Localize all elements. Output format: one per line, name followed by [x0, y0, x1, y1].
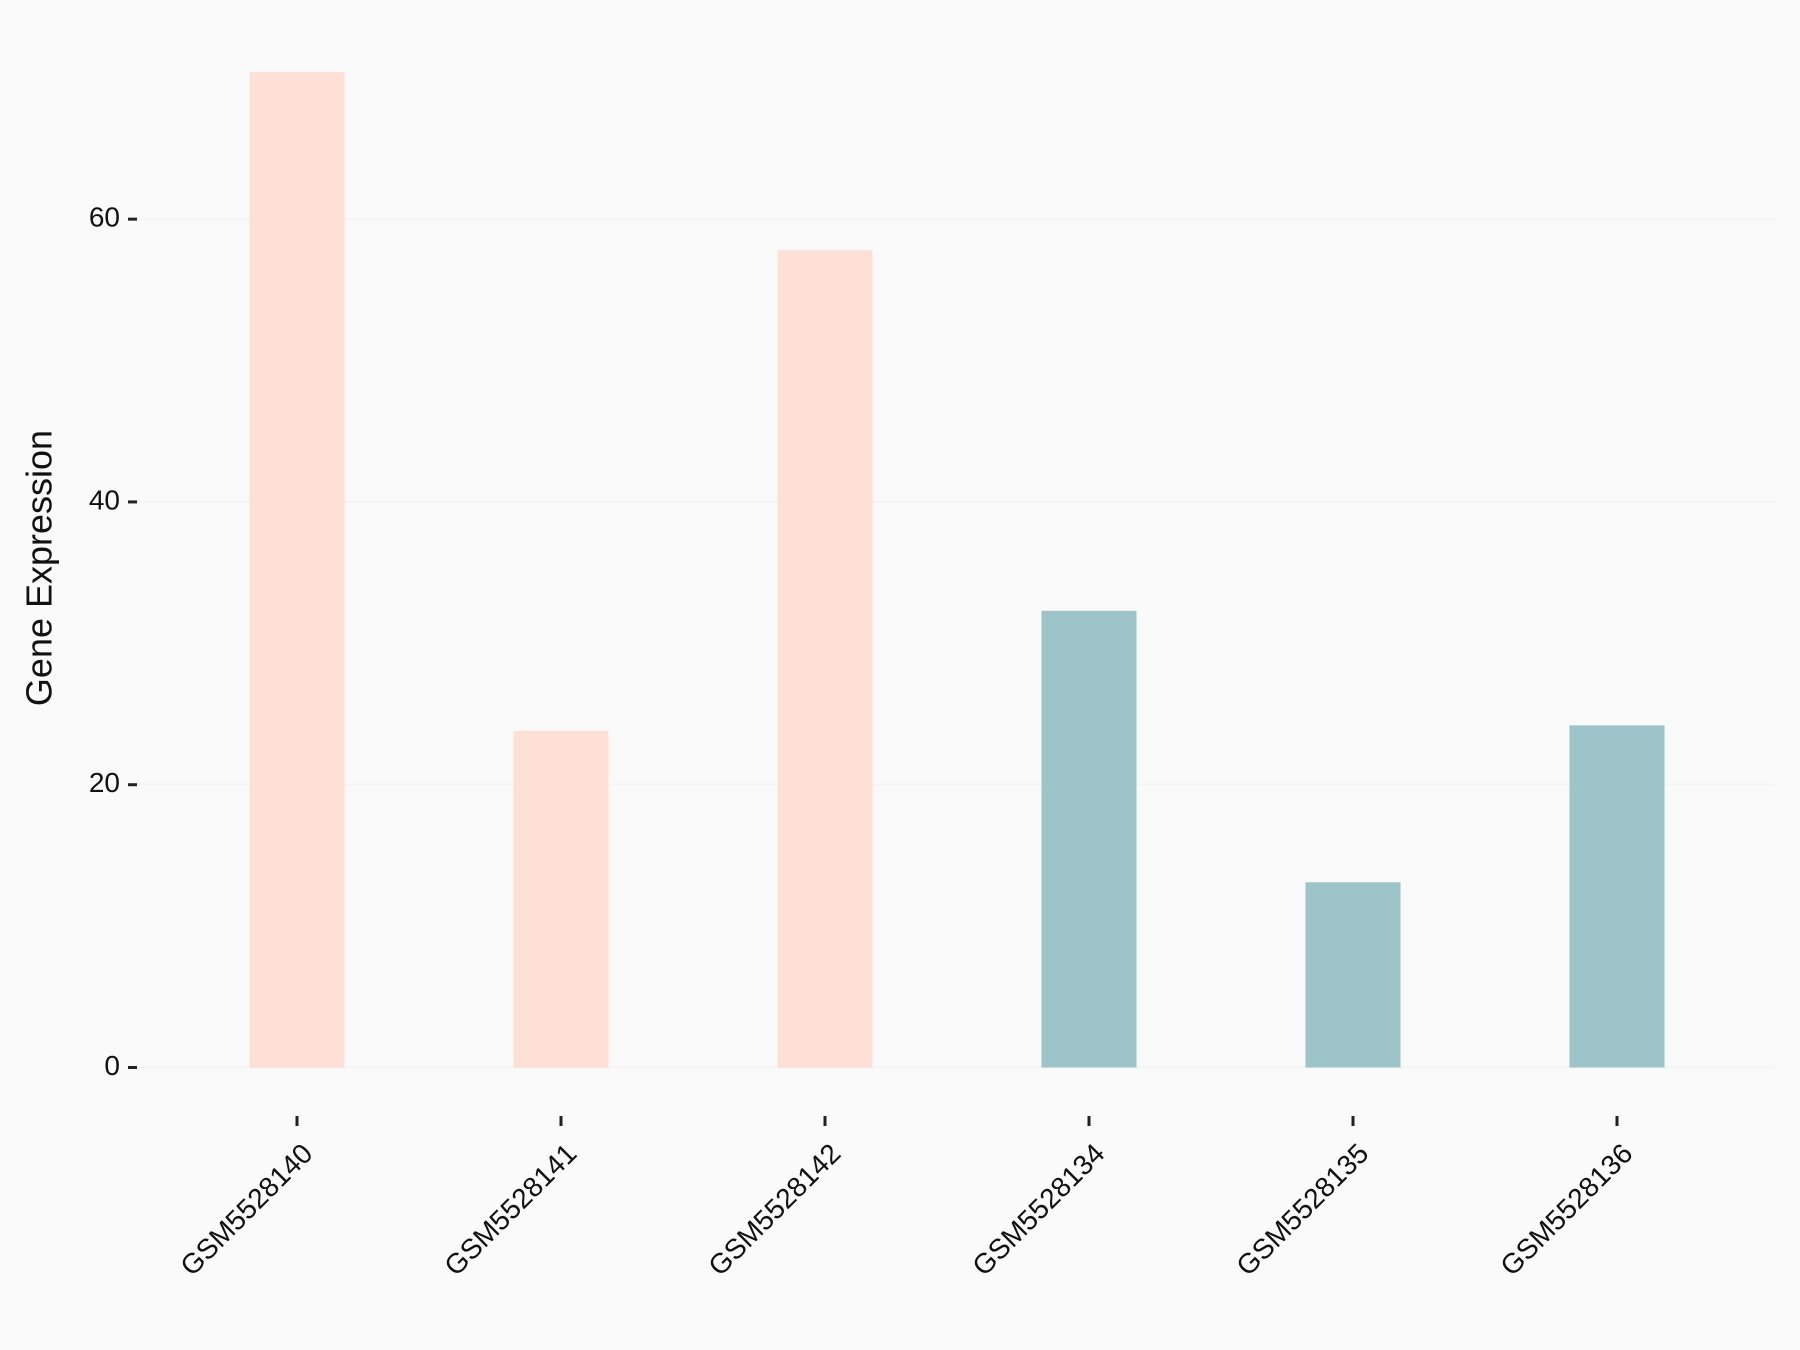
bar: [1305, 882, 1401, 1068]
y-tick-label: 0: [104, 1050, 120, 1081]
bar: [777, 250, 873, 1068]
y-axis-title: Gene Expression: [19, 430, 60, 706]
bar: [1569, 725, 1665, 1068]
bar: [249, 72, 345, 1068]
bar: [513, 730, 609, 1068]
bar: [1041, 610, 1137, 1068]
y-tick-label: 20: [89, 767, 120, 798]
y-tick-label: 60: [89, 202, 120, 233]
y-tick-label: 40: [89, 484, 120, 515]
